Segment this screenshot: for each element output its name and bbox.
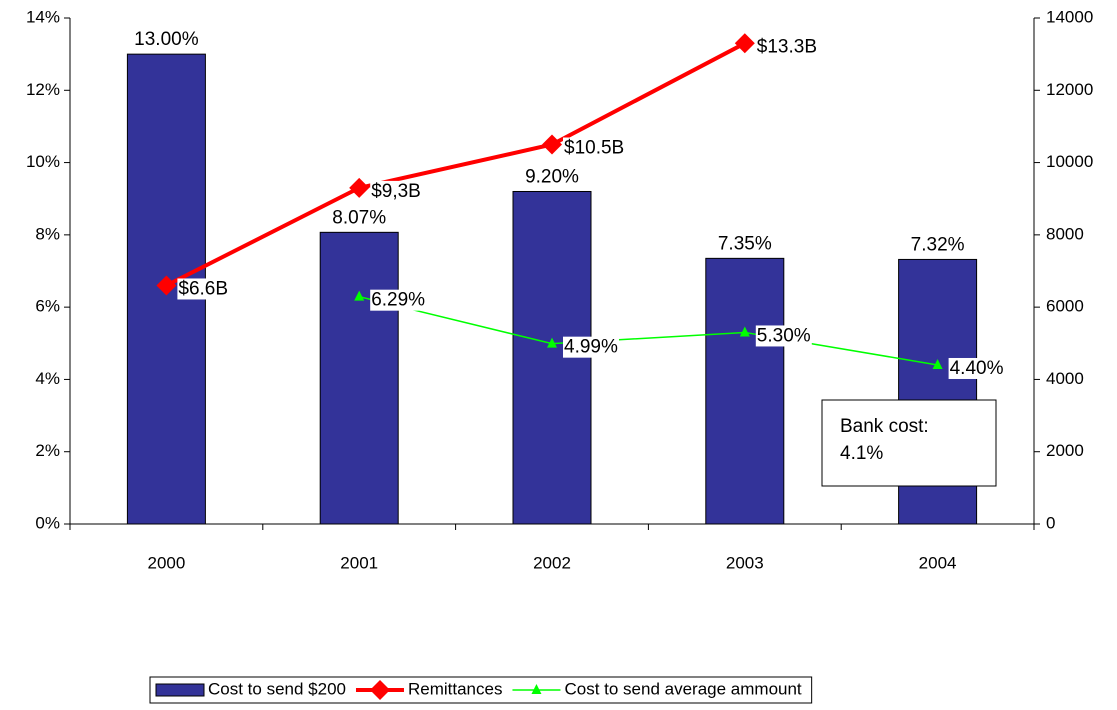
legend-label: Remittances (408, 679, 502, 698)
y-tick-label: 6% (35, 297, 60, 316)
x-tick-label: 2000 (147, 553, 185, 572)
line (165, 41, 746, 288)
annotation-box (821, 399, 997, 487)
x-tick-label: 2001 (340, 553, 378, 572)
line-value-label-background (563, 137, 626, 159)
bar-value-label: 7.35% (718, 233, 772, 254)
line-value-label-background (755, 325, 812, 347)
y2-tick-label: 10000 (1046, 152, 1093, 171)
legend-marker (531, 684, 542, 694)
line-value-label-group: $10.5B (563, 137, 626, 159)
y-tick-label: 10% (26, 152, 60, 171)
line-value-label: 5.30% (757, 325, 811, 346)
annotation-text: 4.1% (840, 443, 883, 464)
line-value-label: $13.3B (757, 36, 817, 57)
legend-label: Cost to send $200 (208, 679, 346, 698)
bar-value-label: 9.20% (525, 167, 579, 188)
line-marker (349, 177, 370, 198)
legend: Cost to send $200 Remittances Cost to send… (149, 676, 813, 704)
y-tick-label: 12% (26, 80, 60, 99)
bar-value-label-background (331, 207, 388, 229)
x-tick-label: 2003 (726, 553, 764, 572)
bar-value-label: 13.00% (134, 29, 199, 50)
line-marker (547, 337, 557, 348)
x-tick-label: 2004 (919, 553, 957, 572)
line-value-label: 4.99% (564, 337, 618, 358)
bar-value-label: 8.07% (332, 207, 386, 228)
bar (512, 190, 592, 525)
line-value-label-background (370, 289, 427, 311)
line-value-label-group: 5.30% (755, 325, 812, 347)
line-marker (739, 326, 750, 337)
y-tick-label: 0% (35, 513, 60, 532)
x-tick-label: 2002 (533, 553, 571, 572)
legend-label: Cost to send average ammount (564, 679, 801, 698)
bar (319, 231, 399, 525)
bar-value-label-background (716, 233, 773, 255)
line-value-label-group: $9,3B (370, 180, 422, 202)
line (359, 295, 938, 366)
annotation-text: Bank cost: (840, 416, 929, 437)
bar (705, 257, 785, 525)
bar-value-label-group: 7.35% (716, 233, 773, 255)
line-value-label-group: $13.3B (755, 36, 819, 58)
line-marker (354, 290, 365, 301)
y-tick-label: 14% (26, 7, 60, 26)
line-value-label: 4.40% (950, 358, 1004, 379)
line-marker (542, 134, 562, 155)
y2-tick-label: 14000 (1046, 7, 1093, 26)
bar-value-label-group: 13.00% (133, 29, 200, 51)
annotation: Bank cost: 4.1% (821, 399, 997, 487)
legend-box (149, 676, 813, 704)
line-value-label-background (755, 36, 819, 58)
line-marker (734, 33, 755, 54)
y-tick-label: 8% (35, 224, 60, 243)
y2-tick-label: 0 (1046, 513, 1055, 532)
line-value-label: $10.5B (564, 138, 624, 159)
y-tick-label: 2% (35, 441, 60, 460)
bar-value-label: 7.32% (911, 234, 965, 255)
y2-tick-label: 2000 (1046, 441, 1084, 460)
y2-tick-label: 6000 (1046, 297, 1084, 316)
bar-value-label-background (133, 29, 200, 51)
bar-value-label-background (524, 166, 581, 188)
bars (126, 53, 978, 525)
line-value-label-background (563, 336, 619, 358)
y2-tick-label: 8000 (1046, 224, 1084, 243)
line-marker (932, 358, 943, 369)
bar-value-label-group: 8.07% (331, 207, 388, 229)
bar-value-label-group: 7.32% (909, 234, 966, 256)
line-marker (156, 275, 177, 296)
line-value-label: $9,3B (371, 181, 421, 202)
bar-value-label-group: 9.20% (524, 166, 581, 188)
bar-value-label-background (909, 234, 966, 256)
line-value-label: $6.6B (178, 278, 228, 299)
line-value-label-group: 4.99% (563, 336, 619, 358)
y-tick-label: 4% (35, 369, 60, 388)
legend-marker (369, 680, 390, 700)
line-value-label-background (948, 357, 1005, 379)
legend-swatch (155, 683, 205, 697)
line-value-label-group: $6.6B (177, 278, 230, 300)
y2-tick-label: 12000 (1046, 80, 1093, 99)
y2-tick-label: 4000 (1046, 369, 1084, 388)
line-value-label-background (370, 180, 422, 202)
line-value-label-group: 6.29% (370, 289, 427, 311)
line-value-label: 6.29% (371, 290, 425, 311)
line-value-label-background (177, 278, 230, 300)
line-value-label-group: 4.40% (948, 357, 1005, 379)
